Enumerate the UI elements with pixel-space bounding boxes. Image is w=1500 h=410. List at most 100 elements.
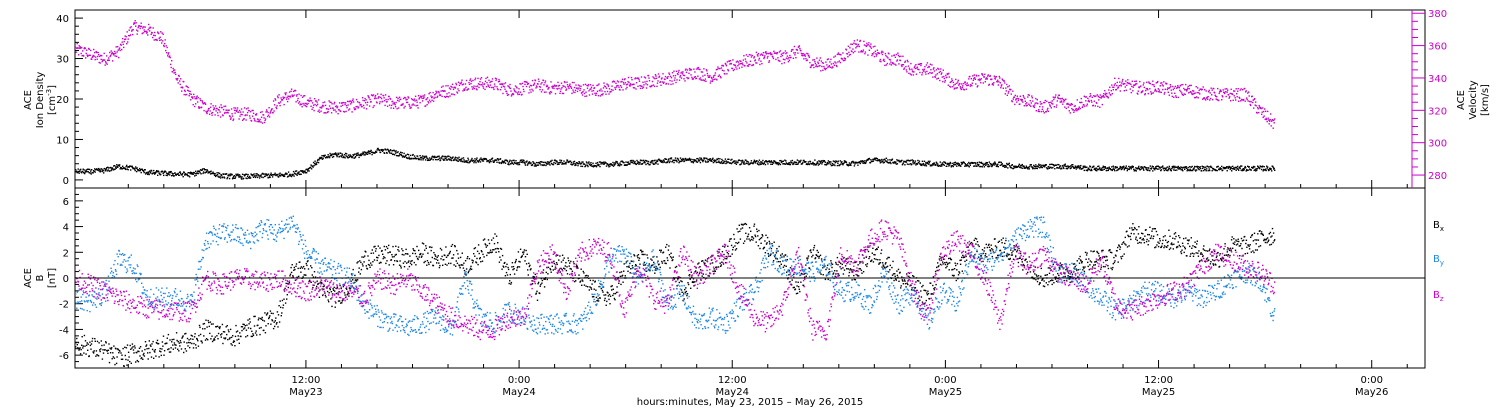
density-point	[153, 169, 155, 172]
velocity-point	[673, 70, 675, 72]
velocity-point	[312, 104, 315, 106]
density-point	[540, 164, 542, 166]
velocity-point	[110, 54, 112, 56]
velocity-point	[337, 113, 339, 115]
density-point	[1079, 168, 1081, 170]
velocity-point	[324, 104, 327, 107]
density-point	[206, 170, 209, 172]
bottom-panel-points	[75, 215, 1276, 367]
density-point	[925, 165, 928, 167]
density-point	[175, 174, 177, 176]
density-point	[127, 166, 129, 168]
velocity-point	[977, 85, 979, 87]
velocity-point	[775, 58, 777, 61]
velocity-point	[142, 32, 144, 34]
velocity-point	[1117, 87, 1119, 89]
velocity-point	[1168, 87, 1170, 90]
velocity-point	[693, 76, 696, 78]
velocity-point	[677, 71, 680, 73]
velocity-point	[937, 67, 939, 70]
velocity-point	[760, 60, 762, 62]
velocity-point	[561, 87, 563, 89]
density-point	[253, 173, 255, 175]
velocity-point	[890, 61, 892, 63]
velocity-point	[783, 62, 786, 64]
velocity-point	[759, 63, 761, 66]
velocity-point	[863, 40, 865, 43]
velocity-point	[823, 65, 825, 68]
density-point	[793, 163, 795, 165]
velocity-point	[986, 77, 988, 79]
density-point	[760, 163, 763, 165]
density-point	[289, 173, 291, 176]
density-point	[1210, 165, 1212, 167]
velocity-point	[541, 89, 544, 91]
velocity-point	[1193, 90, 1195, 92]
density-point	[356, 152, 358, 155]
density-point	[1001, 163, 1003, 165]
velocity-point	[892, 63, 895, 65]
density-point	[443, 155, 445, 158]
velocity-point	[905, 69, 908, 71]
velocity-point	[1253, 98, 1255, 101]
density-point	[691, 161, 694, 163]
velocity-point	[1214, 94, 1216, 96]
density-point	[1150, 168, 1152, 170]
velocity-point	[346, 106, 348, 109]
velocity-point	[1177, 96, 1179, 99]
velocity-point	[153, 34, 155, 36]
velocity-point	[135, 22, 137, 24]
density-point	[821, 161, 824, 164]
velocity-point	[136, 33, 138, 35]
velocity-point	[735, 66, 737, 68]
velocity-point	[947, 73, 949, 76]
density-point	[951, 165, 953, 167]
velocity-point	[353, 107, 355, 109]
density-point	[671, 160, 674, 163]
density-point	[97, 169, 99, 171]
velocity-point	[1088, 101, 1090, 103]
density-point	[467, 157, 469, 159]
velocity-point	[214, 105, 217, 107]
velocity-point	[222, 108, 225, 111]
density-point	[1012, 167, 1014, 170]
density-point	[1132, 165, 1134, 168]
density-point	[94, 168, 96, 170]
density-point	[216, 172, 218, 174]
density-point	[1112, 168, 1114, 170]
velocity-point	[123, 46, 125, 49]
density-point	[760, 161, 762, 163]
density-point	[479, 161, 482, 163]
velocity-point	[1184, 93, 1186, 96]
density-point	[697, 160, 700, 162]
velocity-point	[597, 95, 600, 97]
velocity-point	[683, 74, 686, 77]
velocity-point	[984, 73, 986, 75]
density-point	[238, 176, 240, 178]
density-point	[281, 173, 283, 176]
velocity-point	[830, 63, 833, 65]
density-point	[752, 162, 755, 164]
velocity-point	[662, 73, 664, 75]
velocity-point	[966, 84, 968, 87]
density-point	[297, 172, 300, 174]
velocity-point	[1029, 100, 1031, 102]
velocity-point	[555, 85, 558, 87]
velocity-point	[383, 100, 386, 102]
velocity-point	[750, 54, 752, 56]
velocity-point	[517, 93, 519, 96]
density-point	[1133, 168, 1135, 170]
velocity-point	[1078, 108, 1080, 110]
density-point	[1160, 169, 1162, 171]
density-point	[130, 169, 132, 171]
density-point	[885, 157, 888, 159]
velocity-point	[788, 59, 791, 61]
velocity-point	[1093, 100, 1095, 102]
velocity-point	[1112, 86, 1114, 88]
density-point	[549, 164, 551, 166]
velocity-point	[1257, 108, 1259, 110]
density-point	[883, 158, 885, 161]
density-point	[659, 160, 662, 163]
velocity-point	[1015, 98, 1017, 100]
velocity-point	[1260, 107, 1262, 110]
